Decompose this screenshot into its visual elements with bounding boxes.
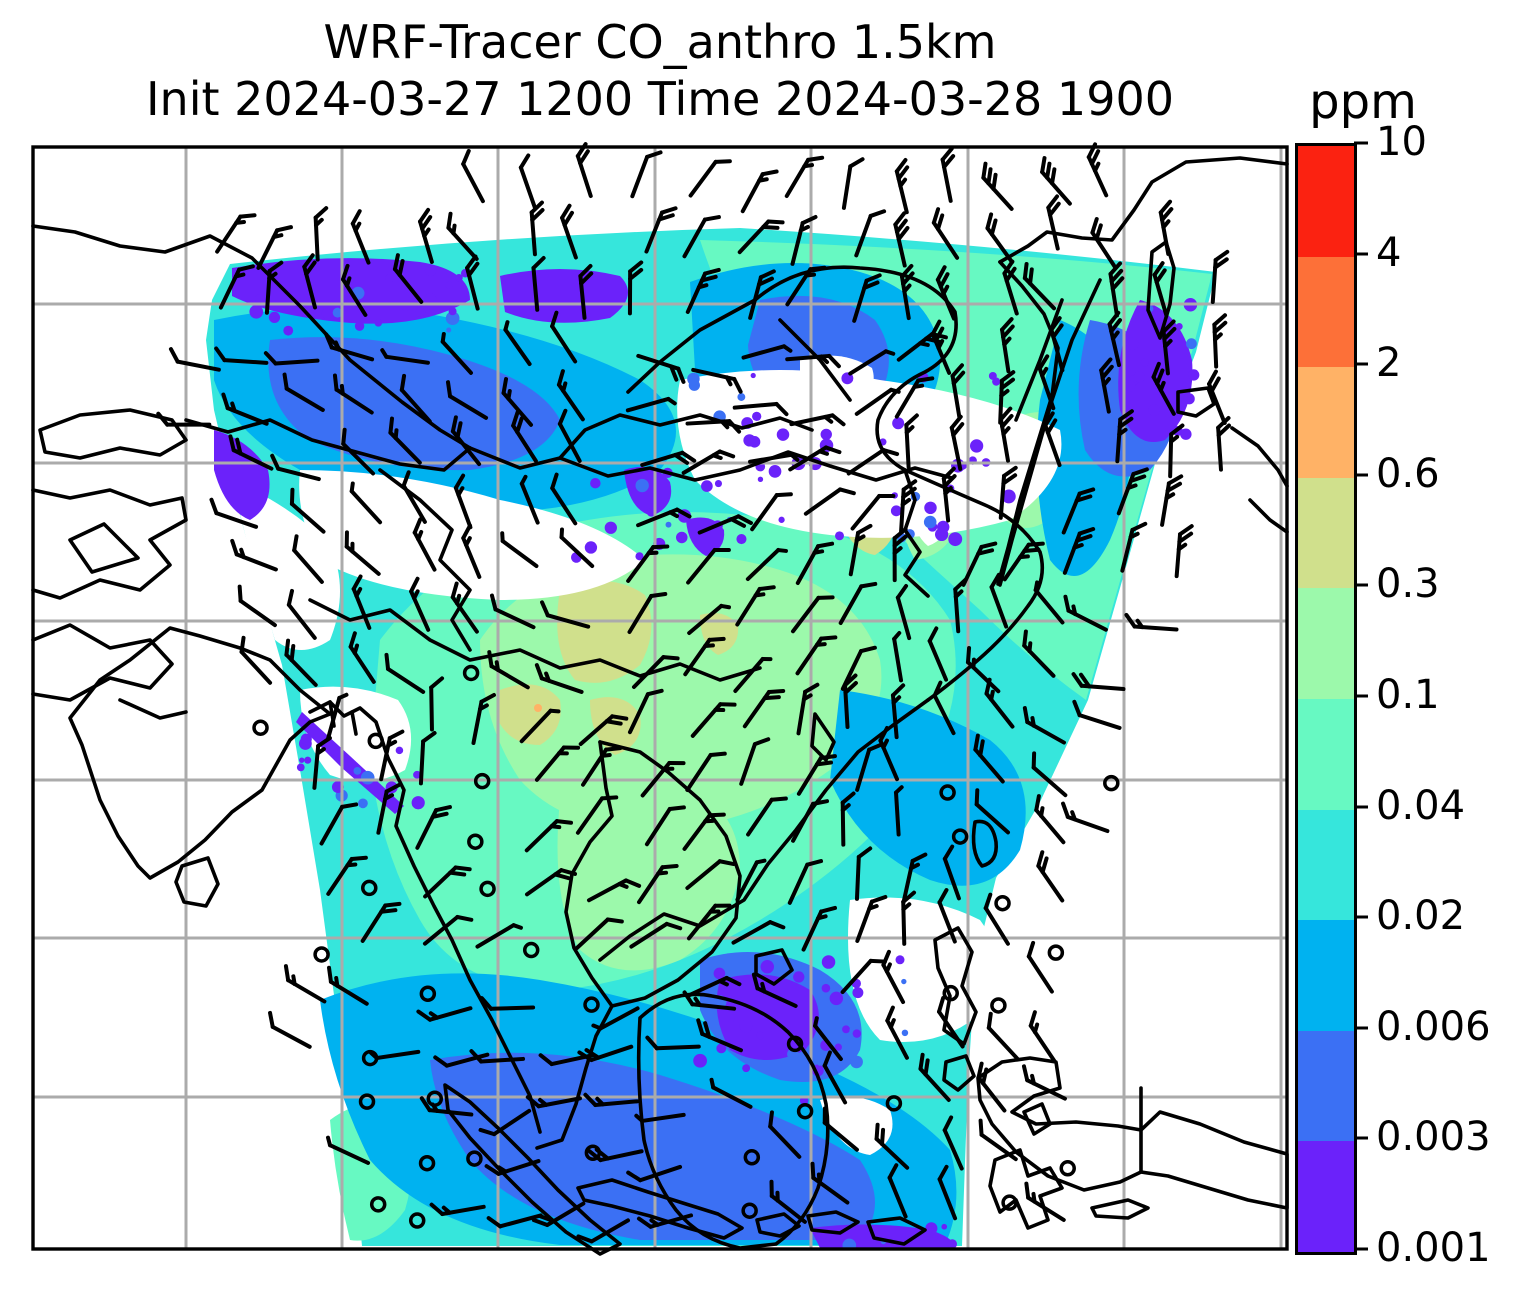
- colorbar-segment: [1298, 698, 1354, 810]
- colorbar-tick-label: 4: [1376, 229, 1402, 276]
- colorbar-unit-label: ppm: [1309, 74, 1417, 130]
- colorbar-tick-mark: [1354, 141, 1368, 145]
- colorbar-segment: [1298, 588, 1354, 699]
- colorbar-segment: [1298, 809, 1354, 921]
- colorbar-tick-mark: [1354, 1026, 1368, 1030]
- colorbar-tick-mark: [1354, 1136, 1368, 1140]
- colorbar-tick-mark: [1354, 915, 1368, 919]
- colorbar-tick-mark: [1354, 805, 1368, 809]
- colorbar: [1295, 143, 1357, 1255]
- colorbar-segment: [1298, 1141, 1354, 1252]
- colorbar-tick-label: 0.04: [1376, 782, 1466, 829]
- colorbar-segment: [1298, 920, 1354, 1031]
- plot-border: [31, 145, 1289, 1251]
- coastlines-layer: [31, 156, 1289, 1256]
- colorbar-segment: [1298, 256, 1354, 368]
- figure-title: WRF-Tracer CO_anthro 1.5km Init 2024-03-…: [33, 14, 1287, 128]
- colorbar-tick-label: 0.003: [1376, 1114, 1491, 1161]
- colorbar-tick-label: 0.6: [1376, 450, 1440, 497]
- colorbar-tick-mark: [1354, 473, 1368, 477]
- colorbar-segment: [1298, 367, 1354, 478]
- colorbar-tick-mark: [1354, 1247, 1368, 1251]
- colorbar-segment: [1298, 146, 1354, 257]
- colorbar-tick-label: 0.3: [1376, 561, 1440, 608]
- colorbar-segment: [1298, 477, 1354, 589]
- colorbar-tick-label: 0.1: [1376, 672, 1440, 719]
- colorbar-tick-label: 10: [1376, 119, 1427, 166]
- colorbar-tick-label: 0.001: [1376, 1225, 1491, 1272]
- colorbar-segment: [1298, 1030, 1354, 1142]
- colorbar-tick-label: 0.02: [1376, 893, 1466, 940]
- colorbar-tick-label: 0.006: [1376, 1003, 1491, 1050]
- title-line-2: Init 2024-03-27 1200 Time 2024-03-28 190…: [145, 72, 1174, 127]
- colorbar-tick-mark: [1354, 694, 1368, 698]
- colorbar-tick-mark: [1354, 583, 1368, 587]
- wind-barbs-layer: [156, 142, 1232, 1244]
- colorbar-tick-mark: [1354, 252, 1368, 256]
- colorbar-tick-label: 2: [1376, 340, 1402, 387]
- colorbar-tick-mark: [1354, 362, 1368, 366]
- title-line-1: WRF-Tracer CO_anthro 1.5km: [323, 15, 997, 69]
